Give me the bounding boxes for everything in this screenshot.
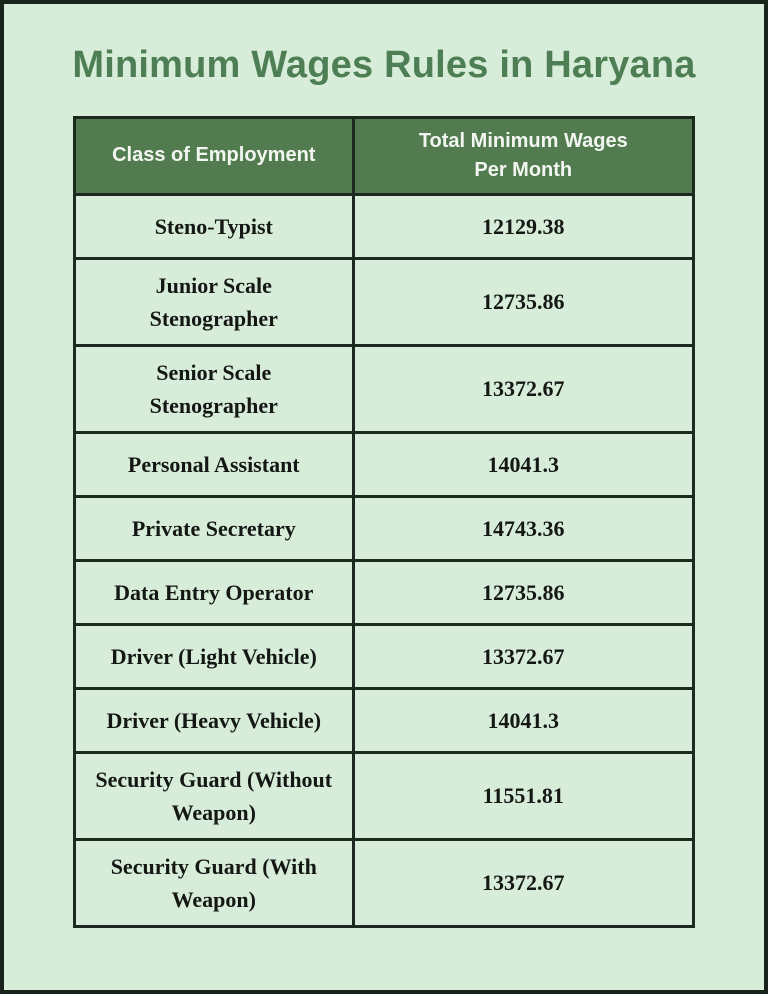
table-row: Personal Assistant 14041.3 [73,430,696,498]
minimum-wage-cell: 14041.3 [351,686,696,754]
table-row: Private Secretary 14743.36 [73,494,696,562]
table-row: Data Entry Operator 12735.86 [73,558,696,626]
minimum-wage-cell: 12735.86 [351,256,696,347]
column-header-total-minimum-wages: Total Minimum Wages Per Month [351,115,696,196]
table-row: Junior Scale Stenographer 12735.86 [73,256,696,347]
minimum-wage-cell: 14743.36 [351,494,696,562]
class-of-employment-cell: Steno-Typist [73,192,355,260]
table-body: Steno-Typist 12129.38 Junior Scale Steno… [73,192,696,928]
minimum-wage-cell: 14041.3 [351,430,696,498]
page-title: Minimum Wages Rules in Haryana [72,44,696,86]
minimum-wage-cell: 12735.86 [351,558,696,626]
header-row: Class of Employment Total Minimum Wages … [73,115,696,196]
table-row: Security Guard (Without Weapon) 11551.81 [73,750,696,841]
table-row: Driver (Light Vehicle) 13372.67 [73,622,696,690]
column-header-total-minimum-wages-label: Total Minimum Wages Per Month [418,129,628,181]
minimum-wage-cell: 13372.67 [351,343,696,434]
class-of-employment-cell: Driver (Light Vehicle) [73,622,355,690]
table-header: Class of Employment Total Minimum Wages … [73,115,696,196]
class-of-employment-cell: Security Guard (With Weapon) [73,837,355,928]
table-row: Steno-Typist 12129.38 [73,192,696,260]
minimum-wage-cell: 13372.67 [351,837,696,928]
class-of-employment-cell: Data Entry Operator [73,558,355,626]
column-header-class-of-employment: Class of Employment [73,115,355,196]
wages-table: Class of Employment Total Minimum Wages … [73,115,696,928]
table-row: Senior Scale Stenographer 13372.67 [73,343,696,434]
table-row: Security Guard (With Weapon) 13372.67 [73,837,696,928]
class-of-employment-cell: Personal Assistant [73,430,355,498]
class-of-employment-cell: Junior Scale Stenographer [73,256,355,347]
table-row: Driver (Heavy Vehicle) 14041.3 [73,686,696,754]
minimum-wage-cell: 13372.67 [351,622,696,690]
class-of-employment-cell: Private Secretary [73,494,355,562]
class-of-employment-cell: Senior Scale Stenographer [73,343,355,434]
minimum-wage-cell: 11551.81 [351,750,696,841]
class-of-employment-cell: Security Guard (Without Weapon) [73,750,355,841]
class-of-employment-cell: Driver (Heavy Vehicle) [73,686,355,754]
minimum-wage-cell: 12129.38 [351,192,696,260]
